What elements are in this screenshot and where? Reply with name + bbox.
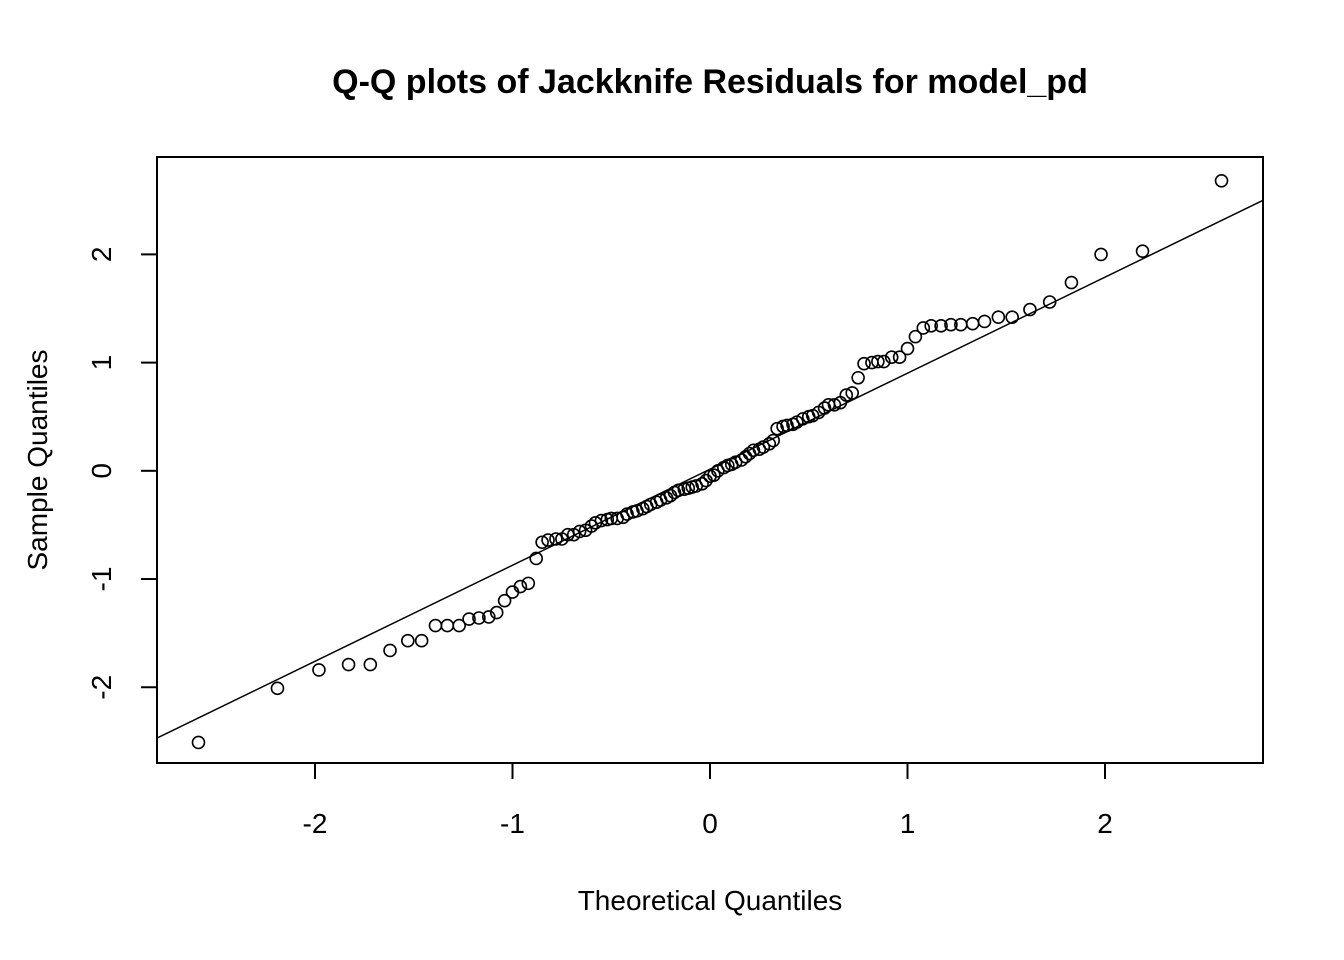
data-point (1094, 247, 1108, 262)
data-point (440, 618, 455, 633)
data-point (541, 533, 555, 547)
data-point (762, 436, 777, 451)
data-point (481, 610, 496, 624)
data-point (452, 618, 466, 633)
y-tick-label: -2 (86, 675, 117, 700)
data-point (572, 524, 587, 539)
chart-title: Q-Q plots of Jackknife Residuals for mod… (332, 63, 1088, 101)
data-point (924, 319, 939, 333)
data-point (770, 421, 784, 436)
data-point (871, 354, 885, 369)
data-point (1064, 275, 1079, 290)
data-point (594, 513, 609, 528)
y-axis: -2 -1 0 1 2 (86, 247, 158, 700)
data-point (944, 317, 958, 332)
data-point (796, 412, 810, 426)
data-point (535, 535, 549, 550)
x-axis-label: Theoretical Quantiles (578, 885, 843, 916)
data-point (892, 350, 907, 364)
data-point (462, 612, 476, 626)
data-point (827, 398, 842, 412)
x-tick-label: 1 (900, 808, 916, 839)
y-tick-label: 0 (86, 463, 117, 479)
data-point (817, 401, 832, 415)
data-point (489, 605, 504, 620)
data-point (312, 663, 326, 677)
x-tick-label: -2 (303, 808, 328, 839)
y-tick-label: -1 (86, 567, 117, 592)
data-point (191, 735, 206, 750)
x-tick-label: 0 (702, 808, 718, 839)
data-point (908, 329, 923, 344)
data-point (363, 657, 378, 672)
data-point (839, 388, 854, 402)
data-point (341, 657, 356, 672)
data-point (851, 370, 865, 385)
data-point (916, 321, 931, 335)
data-point (620, 507, 634, 521)
data-point (472, 611, 486, 625)
qq-reference-line (157, 199, 1263, 739)
data-point (513, 579, 528, 594)
x-tick-label: 2 (1097, 808, 1113, 839)
data-point (1042, 295, 1057, 309)
data-point (1023, 302, 1037, 317)
data-point (428, 618, 443, 633)
data-point (1135, 244, 1150, 258)
plot-frame (156, 156, 1264, 764)
data-point (934, 319, 948, 333)
y-axis-label: Sample Quantiles (22, 349, 53, 570)
data-point (270, 681, 285, 696)
data-point (746, 443, 761, 458)
data-point (401, 633, 415, 648)
data-point (991, 310, 1006, 324)
data-point (965, 316, 980, 331)
x-tick-label: -1 (500, 808, 525, 839)
data-point (857, 356, 871, 371)
x-axis: -2 -1 0 1 2 (303, 762, 1113, 839)
data-point (529, 551, 544, 566)
data-point (1005, 310, 1019, 324)
data-point (695, 477, 709, 491)
data-point (766, 433, 781, 448)
y-tick-label: 2 (86, 247, 117, 263)
data-point (876, 354, 891, 369)
data-point (497, 593, 512, 608)
data-point (521, 576, 536, 591)
data-point (780, 418, 794, 433)
data-point (549, 532, 563, 546)
y-tick-label: 1 (86, 355, 117, 371)
plot-area (157, 174, 1263, 750)
data-point (383, 643, 397, 658)
data-point (414, 633, 429, 648)
data-point (884, 350, 899, 364)
data-point (900, 341, 915, 356)
data-point (977, 314, 992, 329)
data-point (845, 386, 860, 400)
data-point (707, 468, 721, 482)
data-point (1214, 174, 1229, 188)
data-point (671, 483, 686, 498)
